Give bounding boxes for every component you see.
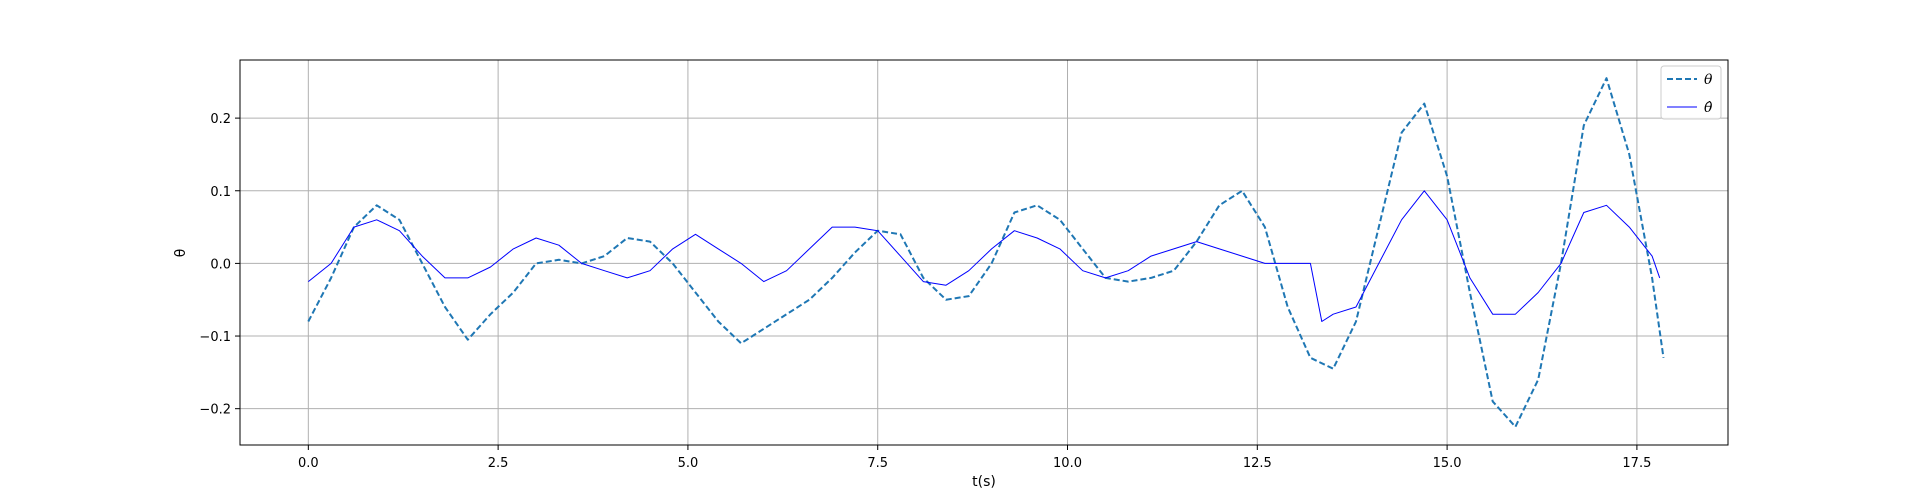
plot-frame (239, 59, 1729, 446)
legend: θ θ̂ (1660, 65, 1722, 120)
y-tick-label: −0.2 (199, 403, 231, 418)
x-tick-label: 15.0 (1433, 456, 1462, 471)
legend-label-theta: θ (1704, 72, 1713, 88)
series-theta-hat-line (307, 190, 1661, 322)
y-tick-label: 0.2 (210, 112, 231, 127)
y-tick-label: 0.1 (210, 185, 231, 200)
y-tick-label: −0.1 (199, 330, 231, 345)
y-axis: −0.2 −0.1 0.0 0.1 0.2 (199, 112, 240, 418)
series-group (307, 77, 1665, 428)
x-tick-label: 0.0 (298, 456, 319, 471)
x-tick-label: 12.5 (1243, 456, 1272, 471)
series-theta-line (307, 77, 1665, 428)
legend-label-theta-hat: θ̂ (1704, 100, 1713, 116)
x-tick-label: 2.5 (488, 456, 509, 471)
x-tick-label: 5.0 (678, 456, 699, 471)
x-tick-label: 17.5 (1622, 456, 1651, 471)
x-axis: 0.0 2.5 5.0 7.5 10.0 12.5 15.0 17.5 (298, 445, 1651, 471)
grid (240, 60, 1728, 445)
y-axis-label: θ (173, 249, 189, 258)
plot-background (240, 60, 1728, 445)
x-tick-label: 7.5 (867, 456, 888, 471)
x-axis-label: t(s) (972, 474, 996, 490)
y-tick-label: 0.0 (210, 257, 231, 272)
x-tick-label: 10.0 (1053, 456, 1082, 471)
